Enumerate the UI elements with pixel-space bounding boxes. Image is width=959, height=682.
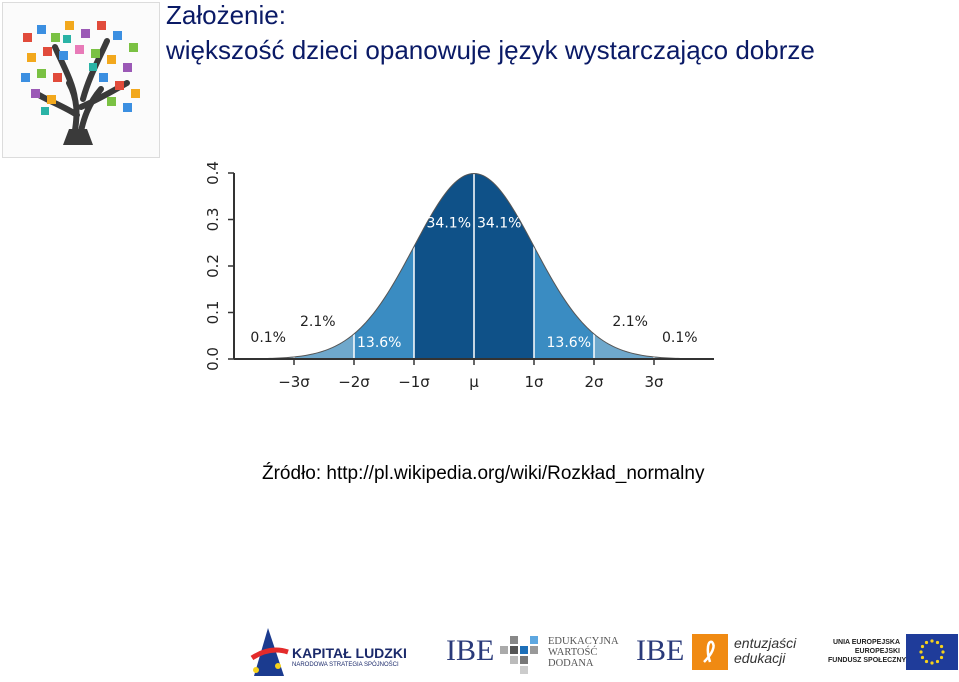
region-percent-label-7: 0.1%: [662, 330, 698, 346]
region-percent-label-3: 34.1%: [427, 215, 471, 231]
region-area-3: [414, 173, 474, 359]
x-tick-label-3: μ: [469, 373, 479, 391]
eu-flag-icon: [906, 634, 958, 670]
kapital-ludzki-emblem: [250, 628, 289, 676]
x-tick-label-2: −1σ: [398, 373, 430, 391]
ibe-mosaic-icon: [500, 636, 538, 674]
eu-star-11: [939, 644, 944, 649]
x-tick-label-6: 3σ: [644, 373, 664, 391]
eu-star-6: [919, 650, 923, 654]
eu-star-1: [939, 655, 944, 660]
eu-star-7: [920, 644, 925, 649]
eu-star-8: [924, 640, 929, 645]
y-tick-label-0: 0.0: [204, 347, 222, 371]
eu-star-4: [924, 659, 929, 664]
region-area-1: [294, 333, 354, 359]
ibe-logo-text-2: IBE: [636, 634, 685, 667]
region-percent-label-4: 34.1%: [477, 215, 521, 231]
x-tick-label-1: −2σ: [338, 373, 370, 391]
eu-star-2: [935, 659, 940, 664]
x-tick-label-4: 1σ: [524, 373, 544, 391]
footer-logos: KAPITAŁ LUDZKI NARODOWA STRATEGIA SPÓJNO…: [0, 620, 959, 682]
eu-star-3: [930, 661, 934, 665]
tree-logo-image: [2, 2, 160, 158]
ibe-logo-text-1: IBE: [446, 634, 495, 667]
entuzjasci-icon: [692, 634, 728, 670]
eu-star-10: [935, 640, 940, 645]
y-tick-label-4: 0.4: [204, 161, 222, 185]
region-percent-label-5: 13.6%: [547, 335, 591, 351]
entuzjasci-text: entuzjaści edukacji: [734, 635, 797, 666]
region-area-6: [594, 333, 654, 359]
source-caption: Źródło: http://pl.wikipedia.org/wiki/Roz…: [262, 463, 705, 484]
slide-title-line2: większość dzieci opanowuje język wystarc…: [166, 35, 815, 65]
eu-star-5: [920, 655, 925, 660]
kapital-ludzki-subtitle: NARODOWA STRATEGIA SPÓJNOŚCI: [292, 662, 399, 668]
region-percent-label-1: 2.1%: [300, 314, 336, 330]
eu-star-9: [930, 639, 934, 643]
ibe-edukacyjna-subtitle: EDUKACYJNA WARTOŚĆ DODANA: [548, 636, 619, 669]
eu-text: UNIA EUROPEJSKA EUROPEJSKI FUNDUSZ SPOŁE…: [828, 639, 907, 664]
x-tick-label-5: 2σ: [584, 373, 604, 391]
density-curve: [233, 172, 715, 360]
region-percent-label-6: 2.1%: [612, 314, 648, 330]
slide-title-line1: Założenie:: [166, 0, 286, 30]
kapital-ludzki-title: KAPITAŁ LUDZKI: [292, 645, 407, 661]
y-tick-label-3: 0.3: [204, 208, 222, 232]
region-area-4: [474, 173, 534, 359]
y-tick-label-1: 0.1: [204, 301, 222, 325]
x-tick-label-0: −3σ: [278, 373, 310, 391]
region-percent-label-2: 13.6%: [357, 335, 401, 351]
region-percent-label-0: 0.1%: [250, 330, 286, 346]
eu-star-0: [941, 650, 945, 654]
normal-distribution-chart: 0.0 0.1 0.2 0.3 0.4 −3σ −2σ −1σ μ 1σ 2σ 3σ 0.1% 2.1% 1…: [204, 161, 715, 391]
y-tick-label-2: 0.2: [204, 254, 222, 278]
